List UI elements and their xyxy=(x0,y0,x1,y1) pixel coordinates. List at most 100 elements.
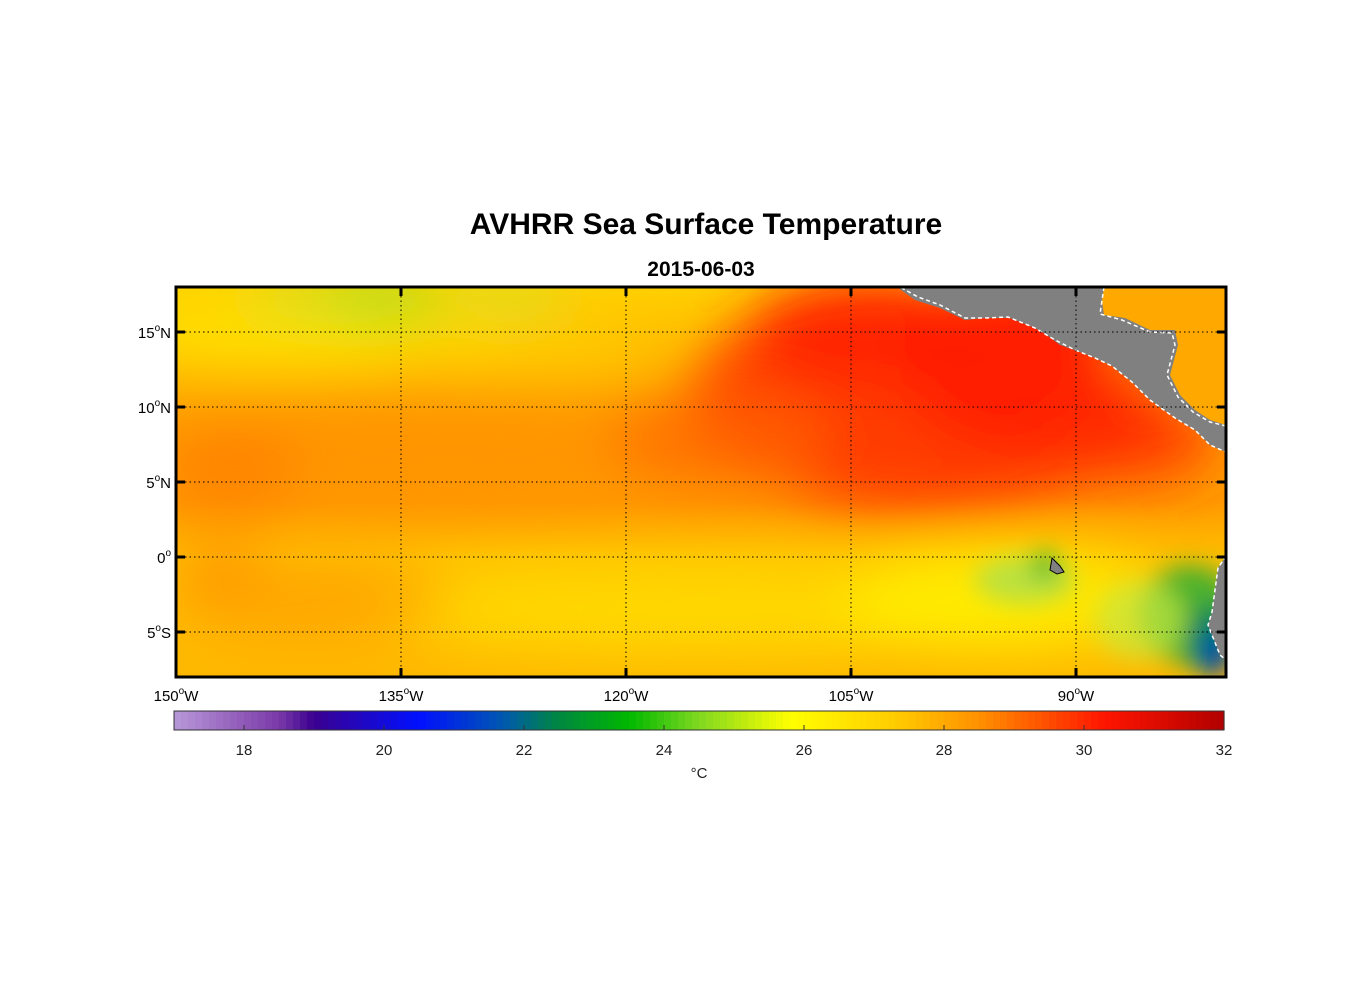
colorbar-swatch xyxy=(328,711,336,730)
colorbar-swatch xyxy=(377,711,385,730)
colorbar-swatch xyxy=(797,711,805,730)
colorbar-swatch xyxy=(993,711,1001,730)
colorbar-swatch xyxy=(545,711,553,730)
colorbar-swatch xyxy=(1126,711,1134,730)
map-axes: 150oW 135oW 120oW 105oW 90oW 15oN 10oN 5oN 0o 5oS xyxy=(138,287,1226,705)
colorbar-swatch xyxy=(1028,711,1036,730)
colorbar-tick-label: 32 xyxy=(1216,742,1233,759)
colorbar-frame xyxy=(173,710,1225,731)
colorbar-swatch xyxy=(202,711,210,730)
colorbar-swatch xyxy=(881,711,889,730)
colorbar-swatch xyxy=(482,711,490,730)
colorbar-swatch xyxy=(979,711,987,730)
colorbar-swatch xyxy=(237,711,245,730)
colorbar-swatch xyxy=(678,711,686,730)
chart-title: AVHRR Sea Surface Temperature xyxy=(470,208,942,241)
colorbar-swatch xyxy=(223,711,231,730)
colorbar-swatch xyxy=(405,711,413,730)
colorbar-swatch xyxy=(384,711,392,730)
land-central-america-inner xyxy=(898,287,1226,453)
land-yucatan-edge xyxy=(1100,287,1226,425)
colorbar: 18 20 22 24 26 28 30 32 °C xyxy=(173,710,1233,782)
colorbar-swatch xyxy=(720,711,728,730)
colorbar-swatch xyxy=(433,711,441,730)
colorbar-swatch xyxy=(573,711,581,730)
colorbar-swatch xyxy=(251,711,259,730)
colorbar-swatch xyxy=(1182,711,1190,730)
colorbar-swatch xyxy=(685,711,693,730)
colorbar-swatch xyxy=(216,711,224,730)
colorbar-swatch xyxy=(1091,711,1099,730)
colorbar-swatch xyxy=(1175,711,1183,730)
colorbar-swatch xyxy=(657,711,665,730)
tick-label-lat: 5oN xyxy=(146,473,171,492)
colorbar-swatch xyxy=(972,711,980,730)
colorbar-swatch xyxy=(937,711,945,730)
colorbar-swatch xyxy=(356,711,364,730)
colorbar-swatch xyxy=(1042,711,1050,730)
colorbar-swatch xyxy=(552,711,560,730)
colorbar-swatch xyxy=(832,711,840,730)
tick-label-lon: 90oW xyxy=(1058,686,1095,705)
colorbar-swatch xyxy=(1161,711,1169,730)
colorbar-swatch xyxy=(440,711,448,730)
colorbar-tick-label: 30 xyxy=(1076,742,1093,759)
colorbar-swatch xyxy=(895,711,903,730)
colorbar-swatch xyxy=(629,711,637,730)
colorbar-swatch xyxy=(181,711,189,730)
colorbar-swatch xyxy=(1007,711,1015,730)
colorbar-swatch xyxy=(370,711,378,730)
colorbar-swatch xyxy=(1154,711,1162,730)
colorbar-swatch xyxy=(1056,711,1064,730)
colorbar-swatch xyxy=(636,711,644,730)
colorbar-swatch xyxy=(608,711,616,730)
colorbar-swatch xyxy=(1147,711,1155,730)
colorbar-swatch xyxy=(874,711,882,730)
colorbar-swatch xyxy=(538,711,546,730)
colorbar-swatch xyxy=(454,711,462,730)
colorbar-swatch xyxy=(391,711,399,730)
colorbar-tick-label: 22 xyxy=(516,742,533,759)
colorbar-swatch xyxy=(580,711,588,730)
tick-label-lat: 5oS xyxy=(147,623,171,642)
colorbar-swatch xyxy=(524,711,532,730)
colorbar-swatch xyxy=(1021,711,1029,730)
sst-field xyxy=(176,287,1226,677)
colorbar-swatch xyxy=(447,711,455,730)
colorbar-swatch xyxy=(1077,711,1085,730)
colorbar-swatch xyxy=(923,711,931,730)
colorbar-swatch xyxy=(195,711,203,730)
colorbar-swatch xyxy=(965,711,973,730)
colorbar-swatch xyxy=(209,711,217,730)
colorbar-swatch xyxy=(1119,711,1127,730)
colorbar-swatch xyxy=(188,711,196,730)
colorbar-swatch xyxy=(363,711,371,730)
colorbar-swatch xyxy=(1203,711,1211,730)
colorbar-swatch xyxy=(594,711,602,730)
colorbar-swatch xyxy=(244,711,252,730)
colorbar-swatch xyxy=(510,711,518,730)
colorbar-swatch xyxy=(461,711,469,730)
colorbar-swatch xyxy=(1063,711,1071,730)
colorbar-swatch xyxy=(314,711,322,730)
colorbar-swatch xyxy=(615,711,623,730)
colorbar-swatch xyxy=(1168,711,1176,730)
colorbar-swatch xyxy=(398,711,406,730)
colorbar-swatch xyxy=(846,711,854,730)
colorbar-swatch xyxy=(944,711,952,730)
colorbar-swatch xyxy=(531,711,539,730)
colorbar-swatch xyxy=(174,711,182,730)
land-galapagos xyxy=(1049,556,1065,575)
colorbar-swatch xyxy=(650,711,658,730)
colorbar-swatch xyxy=(468,711,476,730)
colorbar-swatch xyxy=(1049,711,1057,730)
colorbar-swatch xyxy=(1105,711,1113,730)
chart-subtitle: 2015-06-03 xyxy=(647,258,754,281)
colorbar-swatch xyxy=(818,711,826,730)
colorbar-swatch xyxy=(769,711,777,730)
colorbar-swatch xyxy=(867,711,875,730)
colorbar-swatch xyxy=(1210,711,1218,730)
colorbar-swatch xyxy=(1189,711,1197,730)
colorbar-swatch xyxy=(1070,711,1078,730)
